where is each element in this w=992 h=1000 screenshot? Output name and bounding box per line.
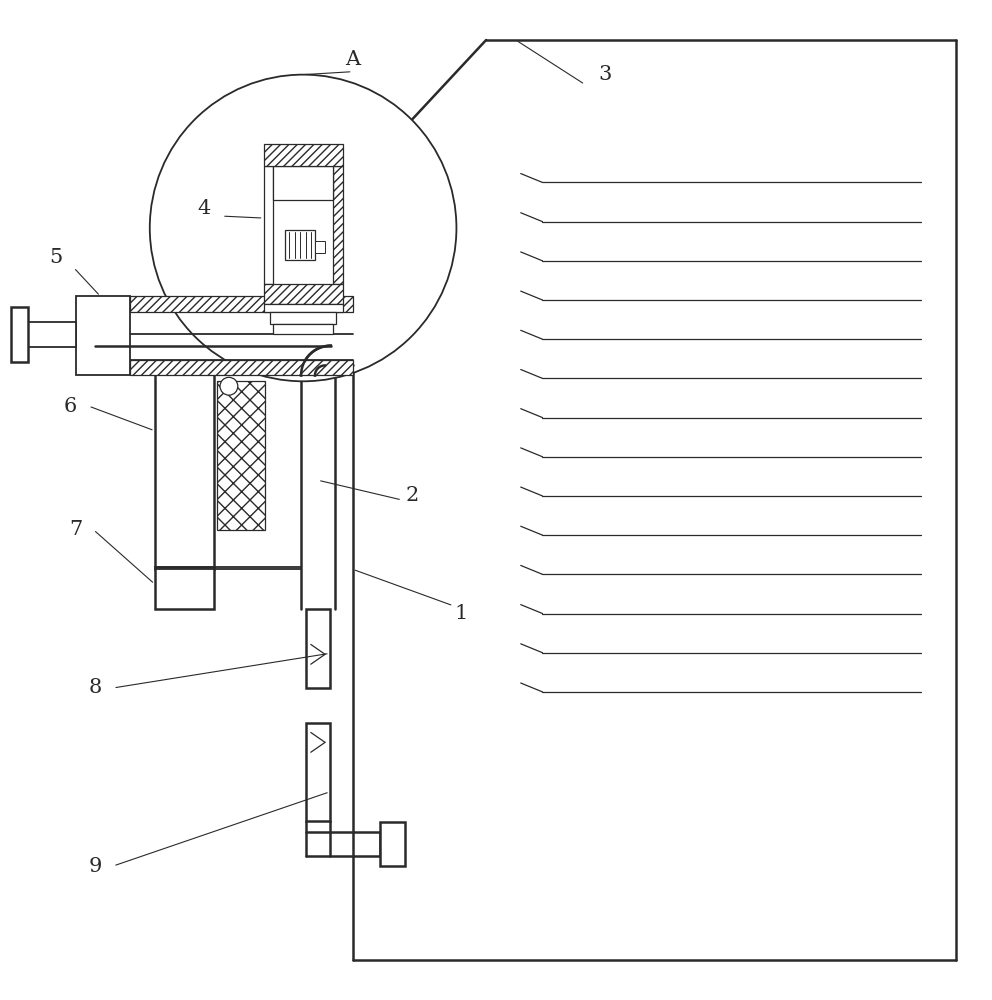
Bar [315,241,324,253]
Circle shape [220,377,238,395]
Text: 9: 9 [88,857,102,876]
Bar [264,144,342,166]
Text: 4: 4 [197,199,211,218]
Text: 5: 5 [50,248,62,267]
Bar [307,723,329,821]
Bar [217,381,265,530]
Text: 3: 3 [598,65,611,84]
Bar [11,307,28,362]
Bar [26,322,75,347]
Bar [274,324,332,334]
Text: 6: 6 [64,397,77,416]
Bar [155,366,214,569]
Bar [130,296,352,312]
Bar [271,312,335,324]
Bar [155,567,214,609]
Circle shape [150,75,456,381]
Bar [380,822,405,866]
Bar [130,360,352,375]
Bar [264,166,274,284]
Text: 1: 1 [454,604,468,623]
Text: 8: 8 [88,678,102,697]
Bar [264,304,342,312]
Bar [286,230,315,260]
Bar [264,284,342,304]
Bar [274,166,332,200]
Text: A: A [345,50,360,69]
Bar [75,296,130,375]
Bar [307,609,329,688]
Text: 7: 7 [69,520,82,539]
Bar [332,166,342,284]
Text: 2: 2 [406,486,419,505]
Bar [302,346,334,375]
